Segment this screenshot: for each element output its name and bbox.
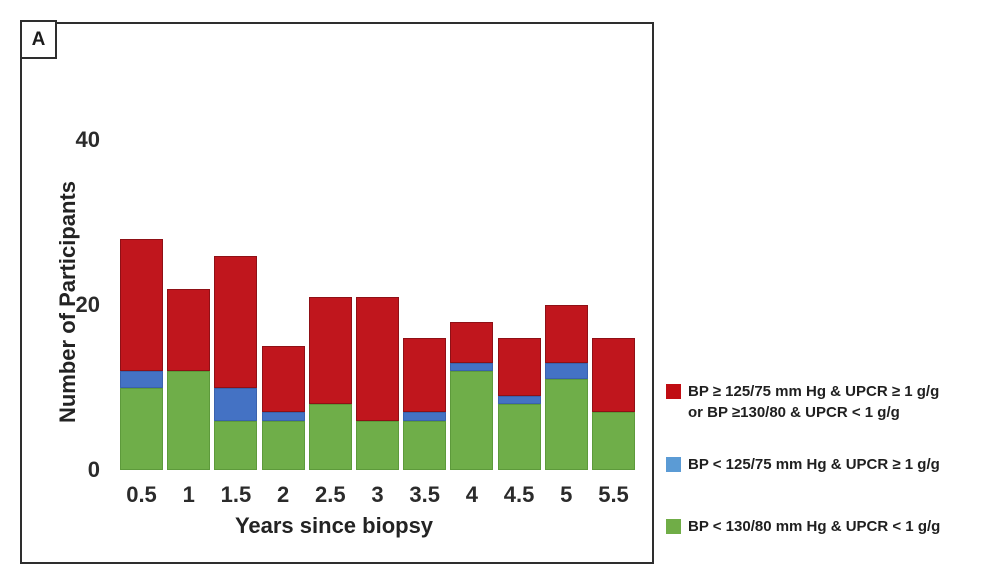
legend-entry-green: BP < 130/80 mm Hg & UPCR < 1 g/g xyxy=(666,516,940,537)
bar-3.5-segment-red xyxy=(403,338,447,413)
x-tick-label-1: 1 xyxy=(182,482,195,507)
bar-4.5-segment-green xyxy=(497,404,541,470)
legend-label: BP < 130/80 mm Hg & UPCR < 1 g/g xyxy=(688,516,940,537)
bar-4-segment-green xyxy=(450,371,494,470)
bar-3.5-segment-green xyxy=(403,420,447,470)
bar-3.5 xyxy=(403,338,447,470)
panel-label-box: A xyxy=(20,20,57,59)
legend-label-line: BP ≥ 125/75 mm Hg & UPCR ≥ 1 g/g xyxy=(688,383,940,400)
bar-1-segment-green xyxy=(167,371,211,470)
bar-2 xyxy=(261,346,305,470)
bar-5 xyxy=(544,305,588,470)
legend-label-line: BP < 125/75 mm Hg & UPCR ≥ 1 g/g xyxy=(688,456,940,473)
legend-label-line: BP < 130/80 mm Hg & UPCR < 1 g/g xyxy=(688,518,941,535)
x-tick-label-5.5: 5.5 xyxy=(598,482,629,507)
bar-1.5-segment-red xyxy=(214,255,258,388)
y-tick-label-0: 0 xyxy=(87,457,100,482)
bar-5-segment-red xyxy=(544,305,588,363)
bar-5.5 xyxy=(592,338,635,470)
legend-label-line: or BP ≥130/80 & UPCR < 1 g/g xyxy=(688,404,900,421)
bar-2-segment-blue xyxy=(261,412,305,421)
y-tick-label-40: 40 xyxy=(75,127,100,152)
x-tick-label-1.5: 1.5 xyxy=(220,482,252,507)
bar-4.5 xyxy=(497,338,541,470)
bar-4.5-segment-red xyxy=(497,338,541,396)
bar-4-segment-blue xyxy=(450,362,494,371)
x-tick-label-0.5: 0.5 xyxy=(126,482,157,507)
x-axis-title: Years since biopsy xyxy=(234,513,434,538)
bar-1.5-segment-green xyxy=(214,420,258,470)
bar-4 xyxy=(450,321,494,470)
legend-swatch-blue xyxy=(666,457,681,472)
legend-entry-blue: BP < 125/75 mm Hg & UPCR ≥ 1 g/g xyxy=(666,454,940,475)
legend-swatch-red xyxy=(666,384,681,399)
y-tick-label-20: 20 xyxy=(75,292,100,317)
bar-0.5 xyxy=(120,239,163,470)
legend-entry-red: BP ≥ 125/75 mm Hg & UPCR ≥ 1 g/g or BP ≥1… xyxy=(666,381,939,423)
bar-5.5-segment-green xyxy=(592,412,635,470)
legend-label: BP ≥ 125/75 mm Hg & UPCR ≥ 1 g/g or BP ≥1… xyxy=(688,381,939,423)
x-tick-label-3.5: 3.5 xyxy=(409,482,440,507)
bar-5.5-segment-red xyxy=(592,338,635,413)
bar-1.5-segment-blue xyxy=(214,387,258,421)
bar-4.5-segment-blue xyxy=(497,395,541,404)
x-tick-label-3: 3 xyxy=(371,482,384,507)
legend-label: BP < 125/75 mm Hg & UPCR ≥ 1 g/g xyxy=(688,454,940,475)
bar-2-segment-green xyxy=(261,420,305,470)
bar-2.5 xyxy=(308,296,352,470)
bar-1 xyxy=(167,288,211,470)
x-tick-label-2.5: 2.5 xyxy=(315,482,346,507)
x-tick-label-5: 5 xyxy=(560,482,573,507)
bar-5-segment-blue xyxy=(544,362,588,380)
bar-3.5-segment-blue xyxy=(403,412,447,421)
bar-4-segment-red xyxy=(450,321,494,363)
panel-label: A xyxy=(31,28,46,50)
bar-5-segment-green xyxy=(544,379,588,470)
bar-1-segment-red xyxy=(167,288,211,371)
bar-3-segment-red xyxy=(356,296,399,421)
bar-0.5-segment-red xyxy=(120,239,163,371)
bar-3 xyxy=(356,296,399,470)
bar-2.5-segment-red xyxy=(308,296,352,404)
x-tick-label-2: 2 xyxy=(276,482,290,507)
legend-swatch-green xyxy=(666,519,681,534)
bar-1.5 xyxy=(214,255,258,470)
bar-2.5-segment-green xyxy=(308,404,352,470)
bar-0.5-segment-green xyxy=(120,387,163,470)
bar-0.5-segment-blue xyxy=(120,371,163,388)
bar-3-segment-green xyxy=(356,420,399,470)
x-tick-label-4.5: 4.5 xyxy=(503,482,535,507)
x-tick-label-4: 4 xyxy=(465,482,479,507)
bar-2-segment-red xyxy=(261,346,305,413)
